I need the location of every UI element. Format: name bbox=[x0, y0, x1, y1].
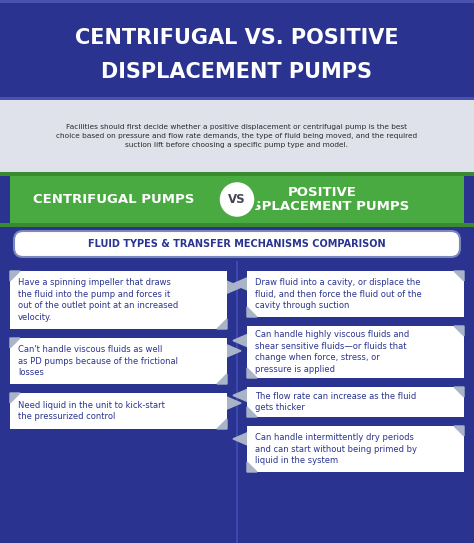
Bar bbox=[10, 393, 227, 429]
Polygon shape bbox=[217, 319, 227, 329]
Polygon shape bbox=[247, 368, 257, 378]
Polygon shape bbox=[247, 407, 257, 417]
Text: VS: VS bbox=[228, 193, 246, 206]
Bar bbox=[236, 261, 238, 543]
Text: CENTRIFUGAL PUMPS: CENTRIFUGAL PUMPS bbox=[33, 193, 194, 206]
Bar bbox=[0, 172, 474, 176]
Bar bbox=[0, 100, 474, 172]
Bar bbox=[0, 97, 474, 100]
Bar bbox=[10, 338, 227, 384]
Polygon shape bbox=[233, 389, 247, 401]
Polygon shape bbox=[454, 387, 464, 397]
Bar bbox=[0, 261, 474, 543]
Polygon shape bbox=[217, 419, 227, 429]
FancyBboxPatch shape bbox=[14, 231, 460, 257]
Polygon shape bbox=[227, 281, 241, 293]
Bar bbox=[10, 271, 227, 329]
Polygon shape bbox=[233, 433, 247, 445]
Circle shape bbox=[218, 180, 256, 218]
Bar bbox=[0, 0, 474, 3]
Text: Have a spinning impeller that draws
the fluid into the pump and forces it
out of: Have a spinning impeller that draws the … bbox=[18, 278, 178, 322]
Text: POSITIVE
DISPLACEMENT PUMPS: POSITIVE DISPLACEMENT PUMPS bbox=[236, 186, 409, 213]
Bar bbox=[247, 326, 464, 378]
Polygon shape bbox=[454, 426, 464, 436]
Text: DISPLACEMENT PUMPS: DISPLACEMENT PUMPS bbox=[101, 62, 373, 82]
Bar bbox=[0, 223, 474, 227]
Bar bbox=[247, 271, 464, 317]
Polygon shape bbox=[233, 334, 247, 346]
Text: Need liquid in the unit to kick-start
the pressurized control: Need liquid in the unit to kick-start th… bbox=[18, 401, 165, 421]
Text: Draw fluid into a cavity, or displace the
fluid, and then force the fluid out of: Draw fluid into a cavity, or displace th… bbox=[255, 277, 422, 310]
Polygon shape bbox=[10, 271, 20, 281]
Polygon shape bbox=[247, 307, 257, 317]
Polygon shape bbox=[454, 271, 464, 281]
Polygon shape bbox=[233, 278, 247, 290]
Polygon shape bbox=[217, 374, 227, 384]
Bar bbox=[247, 426, 464, 472]
Text: Can handle highly viscous fluids and
shear sensitive fluids—or fluids that
chang: Can handle highly viscous fluids and she… bbox=[255, 330, 409, 374]
Polygon shape bbox=[247, 462, 257, 472]
Polygon shape bbox=[10, 338, 20, 348]
Text: FLUID TYPES & TRANSFER MECHANISMS COMPARISON: FLUID TYPES & TRANSFER MECHANISMS COMPAR… bbox=[88, 239, 386, 249]
Text: Can handle intermittently dry periods
and can start without being primed by
liqu: Can handle intermittently dry periods an… bbox=[255, 433, 417, 465]
Text: The flow rate can increase as the fluid
gets thicker: The flow rate can increase as the fluid … bbox=[255, 392, 416, 412]
Text: Facilities should first decide whether a positive displacement or centrifugal pu: Facilities should first decide whether a… bbox=[56, 124, 418, 148]
Polygon shape bbox=[227, 397, 241, 409]
Polygon shape bbox=[10, 393, 20, 403]
Bar bbox=[247, 387, 464, 417]
Bar bbox=[0, 227, 474, 261]
Text: Can't handle viscous fluids as well
as PD pumps because of the frictional
losses: Can't handle viscous fluids as well as P… bbox=[18, 345, 178, 377]
Bar bbox=[0, 0, 474, 100]
Text: CENTRIFUGAL VS. POSITIVE: CENTRIFUGAL VS. POSITIVE bbox=[75, 28, 399, 48]
Bar bbox=[0, 172, 474, 227]
Bar bbox=[0, 176, 10, 223]
Polygon shape bbox=[454, 326, 464, 336]
Bar bbox=[464, 176, 474, 223]
Polygon shape bbox=[227, 345, 241, 357]
